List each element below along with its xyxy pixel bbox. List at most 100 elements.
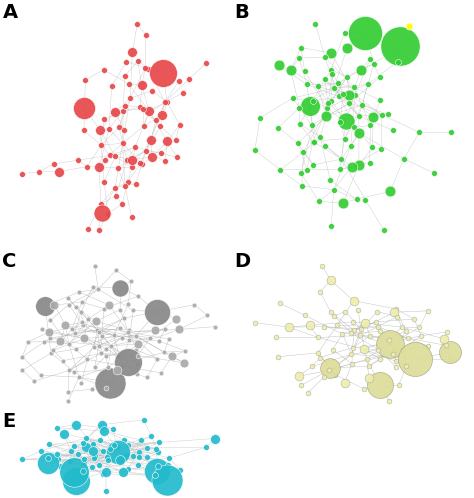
Point [67, 447, 75, 455]
Point [105, 301, 113, 309]
Point [327, 66, 335, 74]
Point [114, 164, 121, 172]
Point [128, 155, 136, 163]
Point [49, 346, 57, 354]
Point [182, 347, 189, 355]
Point [447, 128, 455, 136]
Point [100, 305, 108, 313]
Point [146, 334, 154, 342]
Point [134, 20, 141, 28]
Point [77, 308, 85, 316]
Point [274, 124, 282, 131]
Point [367, 55, 374, 63]
Point [176, 466, 183, 474]
Point [405, 22, 413, 30]
Point [355, 112, 363, 120]
Point [91, 455, 98, 463]
Point [357, 66, 365, 74]
Point [380, 226, 388, 234]
Point [350, 83, 358, 91]
Point [357, 325, 365, 333]
Point [83, 163, 91, 171]
Point [152, 471, 159, 479]
Point [124, 441, 132, 449]
Point [64, 387, 72, 395]
Point [51, 301, 58, 309]
Point [309, 121, 316, 129]
Point [78, 319, 85, 327]
Point [128, 163, 136, 171]
Point [321, 53, 329, 61]
Point [45, 328, 52, 336]
Point [366, 122, 374, 129]
Point [152, 116, 160, 124]
Point [37, 447, 45, 455]
Point [191, 301, 198, 309]
Point [125, 80, 132, 88]
Point [161, 98, 169, 106]
Point [145, 65, 152, 73]
Point [100, 115, 108, 123]
Point [105, 125, 113, 133]
Point [56, 338, 64, 346]
Point [96, 461, 103, 469]
Point [180, 359, 188, 367]
Point [328, 97, 335, 105]
Point [125, 326, 132, 334]
Point [56, 462, 64, 470]
Point [97, 200, 104, 208]
Point [95, 329, 103, 337]
Point [103, 345, 110, 353]
Point [135, 461, 142, 469]
Point [53, 450, 61, 458]
Point [64, 294, 72, 302]
Point [347, 329, 355, 337]
Point [443, 342, 450, 350]
Point [335, 93, 343, 101]
Point [90, 440, 97, 448]
Point [126, 337, 133, 345]
Point [287, 66, 294, 74]
Point [320, 323, 328, 331]
Point [112, 266, 120, 274]
Point [401, 327, 409, 335]
Point [90, 343, 98, 351]
Point [301, 67, 309, 75]
Point [315, 197, 323, 205]
Point [343, 44, 351, 52]
Point [74, 156, 82, 164]
Point [115, 124, 123, 131]
Point [123, 156, 131, 164]
Point [137, 436, 145, 444]
Point [75, 288, 83, 296]
Point [274, 353, 282, 361]
Point [256, 114, 264, 122]
Point [297, 381, 305, 389]
Point [71, 442, 78, 450]
Point [46, 316, 54, 324]
Point [132, 346, 140, 354]
Point [80, 321, 87, 329]
Point [275, 61, 283, 69]
Point [98, 209, 106, 217]
Point [121, 102, 129, 110]
Point [104, 210, 112, 218]
Point [211, 435, 219, 443]
Point [161, 325, 169, 333]
Point [376, 328, 384, 336]
Point [97, 141, 105, 149]
Point [132, 332, 140, 340]
Point [132, 180, 140, 188]
Point [330, 186, 337, 194]
Point [117, 283, 124, 291]
Point [372, 318, 380, 326]
Text: A: A [2, 2, 18, 21]
Point [81, 460, 88, 468]
Point [97, 126, 104, 134]
Point [378, 111, 385, 119]
Point [363, 356, 370, 364]
Point [82, 444, 90, 452]
Point [74, 450, 82, 458]
Point [70, 468, 78, 476]
Point [46, 334, 53, 342]
